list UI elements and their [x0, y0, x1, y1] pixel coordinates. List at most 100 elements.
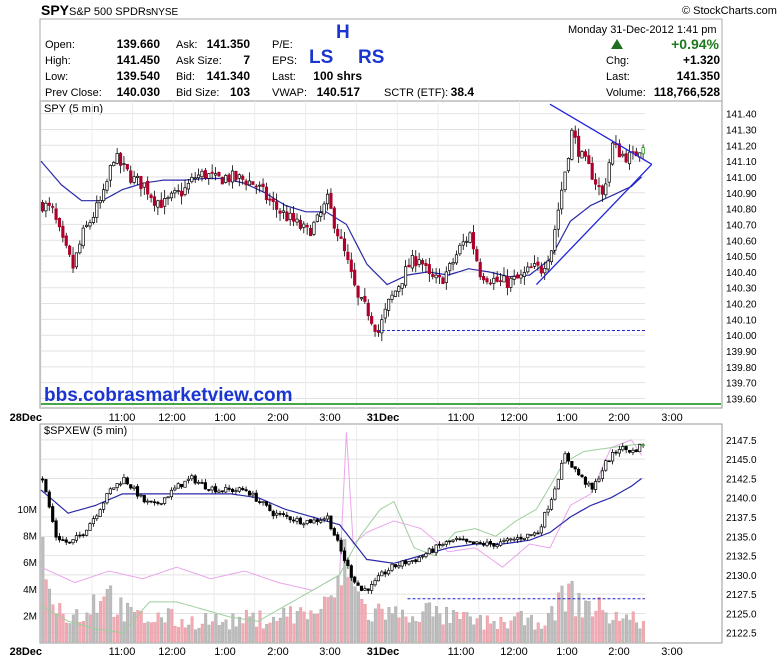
candle-body [47, 491, 51, 508]
candle [397, 284, 401, 297]
candle [627, 144, 632, 170]
candle [621, 443, 625, 452]
volume-tick-label: 8M [23, 532, 37, 543]
candle-body [458, 538, 462, 541]
candle [224, 484, 228, 493]
candle [390, 290, 394, 303]
candle-body [305, 519, 309, 524]
volume-bar [529, 615, 533, 643]
candle-body [234, 490, 238, 492]
candle-body [213, 486, 218, 493]
quote-value: 140.517 [317, 85, 361, 99]
candle [298, 516, 302, 525]
y-tick-label: 141.40 [726, 110, 757, 121]
candle-body [434, 274, 438, 279]
volume-bar [445, 606, 449, 643]
candle-body [285, 514, 289, 517]
candle-body [156, 200, 160, 208]
candle [234, 487, 238, 495]
candle [366, 588, 370, 594]
candle [339, 229, 343, 239]
candle [342, 547, 347, 564]
candle [213, 483, 218, 494]
candle [417, 252, 421, 268]
candle-body [61, 225, 65, 238]
x-tick-label: 2:00 [267, 646, 288, 658]
candle-body [485, 278, 489, 283]
candle [482, 272, 486, 284]
quote-label: High: [45, 55, 71, 67]
quote-label: Bid: [176, 71, 195, 83]
y-tick-label: 140.90 [726, 189, 757, 200]
candle [485, 276, 489, 285]
candle-body [627, 450, 632, 453]
candle [91, 212, 95, 225]
candle [434, 543, 438, 556]
candle-body [315, 519, 319, 522]
candle-body [387, 570, 391, 575]
volume-bar [496, 629, 499, 643]
candle-body [64, 235, 68, 246]
x-tick-label: 12:00 [158, 646, 186, 658]
candle-body [407, 264, 411, 268]
candle [468, 231, 472, 244]
volume-bar [88, 614, 92, 643]
candle-body [271, 510, 275, 517]
candle-body [458, 244, 462, 255]
candle [349, 564, 353, 581]
candle-body [353, 269, 357, 286]
candle [315, 213, 319, 223]
volume-bar [109, 585, 113, 643]
volume-bar [363, 603, 367, 643]
volume-bar [116, 614, 119, 643]
candle-body [180, 483, 184, 488]
volume-bar [329, 595, 333, 643]
candle-body [268, 504, 272, 511]
candle-body [383, 308, 387, 319]
candle [424, 551, 428, 559]
candle [220, 176, 224, 185]
volume-bar [65, 622, 69, 643]
candle [268, 193, 272, 206]
candle [271, 191, 275, 211]
candle-body [580, 151, 584, 159]
candle-body [417, 556, 421, 563]
candle [68, 244, 72, 257]
quote-value: 141.450 [117, 53, 161, 67]
candle-body [61, 539, 65, 541]
volume-bar [546, 613, 550, 643]
quote-value: 100 shrs [313, 69, 362, 83]
candle [227, 172, 231, 186]
candle-body [217, 171, 221, 177]
candle-body [349, 259, 353, 272]
candle [88, 219, 92, 230]
candle-body [587, 482, 591, 486]
quote-value: 103 [230, 85, 250, 99]
candle-body [57, 536, 62, 541]
candle [353, 575, 357, 585]
candle [115, 483, 119, 492]
candle-body [444, 541, 448, 545]
candle-body [288, 516, 292, 521]
candle-body [129, 484, 133, 489]
quote-value: 141.340 [207, 69, 251, 83]
candle-body [522, 272, 526, 277]
candle-body [254, 185, 258, 188]
quote-value: 118,766,528 [654, 85, 720, 99]
annotation-rs: RS [358, 47, 384, 68]
candle-body [325, 193, 330, 205]
volume-bar [618, 620, 622, 643]
quote-value: +1.320 [683, 53, 720, 67]
candle-body [312, 221, 316, 235]
candle [441, 276, 445, 285]
candle [393, 564, 397, 569]
candle-body [532, 532, 537, 536]
candle [448, 540, 452, 545]
candle [125, 164, 129, 172]
candle-body [556, 209, 560, 230]
candle [319, 205, 323, 222]
candle [200, 479, 204, 484]
candle-body [112, 487, 116, 490]
candle [152, 499, 157, 506]
candle [451, 538, 455, 544]
